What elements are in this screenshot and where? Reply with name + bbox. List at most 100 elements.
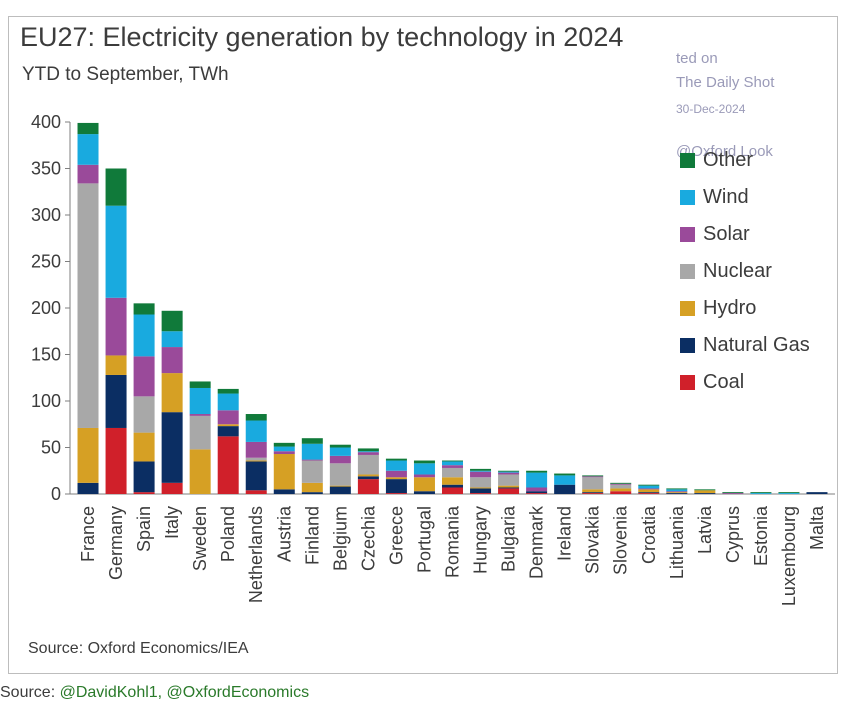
- legend-label: Natural Gas: [703, 334, 810, 356]
- bar-segment-solar: [357, 452, 379, 455]
- bar-segment-natural-gas: [385, 479, 407, 494]
- legend-item-hydro: Hydro: [680, 290, 810, 327]
- bar-segment-other: [610, 482, 632, 484]
- y-tick-label: 150: [31, 345, 61, 365]
- legend-swatch: [680, 375, 695, 390]
- x-tick-label: Italy: [162, 506, 182, 539]
- bar-segment-hydro: [442, 477, 463, 485]
- bar-segment-hydro: [413, 477, 435, 492]
- bar-segment-wind: [778, 493, 800, 494]
- bar-segment-other: [357, 448, 379, 452]
- bar-segment-natural-gas: [498, 487, 520, 489]
- bar-segment-solar: [329, 455, 351, 464]
- legend-swatch: [680, 301, 695, 316]
- bar-segment-solar: [610, 483, 632, 485]
- bar-segment-solar: [638, 488, 660, 490]
- legend-label: Other: [703, 149, 754, 171]
- bar-segment-coal: [638, 493, 660, 494]
- bar-segment-natural-gas: [413, 491, 435, 494]
- bar-segment-natural-gas: [442, 484, 463, 488]
- bar-segment-other: [105, 168, 127, 206]
- x-tick-label: Denmark: [527, 505, 547, 579]
- bar-segment-other: [470, 468, 492, 471]
- bar-segment-nuclear: [582, 477, 604, 490]
- bar-segment-natural-gas: [470, 488, 492, 494]
- bar-segment-coal: [582, 493, 604, 494]
- footer-links[interactable]: @DavidKohl1, @OxfordEconomics: [59, 684, 310, 701]
- x-tick-label: Netherlands: [246, 506, 266, 603]
- bar-segment-solar: [526, 487, 548, 492]
- x-tick-label: Finland: [302, 506, 322, 565]
- bar-segment-solar: [413, 474, 435, 478]
- bar-segment-nuclear: [610, 484, 632, 489]
- x-tick-label: Belgium: [330, 506, 350, 571]
- bar-segment-natural-gas: [273, 489, 295, 494]
- bar-segment-wind: [189, 387, 211, 415]
- bar-segment-hydro: [694, 490, 716, 494]
- bar-segment-coal: [105, 427, 127, 494]
- bar-segment-natural-gas: [161, 412, 183, 483]
- bar-segment-other: [582, 475, 604, 477]
- bar-segment-coal: [498, 488, 520, 494]
- bar-segment-other: [778, 492, 800, 494]
- x-tick-label: Slovakia: [583, 505, 603, 574]
- bar-segment-nuclear: [189, 415, 211, 450]
- legend-label: Wind: [703, 186, 749, 208]
- page-footer: Source: @DavidKohl1, @OxfordEconomics: [0, 684, 309, 702]
- bar-segment-solar: [470, 471, 492, 478]
- bar-segment-other: [413, 460, 435, 464]
- bar-segment-nuclear: [498, 474, 520, 486]
- y-tick-label: 50: [41, 438, 61, 458]
- legend-item-natural-gas: Natural Gas: [680, 327, 810, 364]
- x-tick-label: Malta: [807, 505, 827, 550]
- bar-segment-wind: [666, 489, 688, 492]
- y-tick-label: 250: [31, 252, 61, 272]
- bar-segment-hydro: [385, 477, 407, 480]
- x-tick-label: Poland: [218, 506, 238, 562]
- x-tick-label: Estonia: [751, 505, 771, 566]
- bar-segment-wind: [273, 446, 295, 452]
- bar-segment-hydro: [498, 485, 520, 488]
- bar-segment-other: [245, 414, 267, 421]
- y-tick-label: 400: [31, 112, 61, 132]
- chart-source: Source: Oxford Economics/IEA: [28, 640, 249, 657]
- bar-segment-wind: [442, 461, 463, 466]
- y-tick-label: 300: [31, 205, 61, 225]
- bar-segment-natural-gas: [554, 484, 576, 494]
- bar-segment-hydro: [329, 485, 351, 487]
- x-tick-label: Slovenia: [611, 505, 631, 575]
- bar-segment-hydro: [77, 427, 99, 483]
- bar-segment-hydro: [245, 460, 267, 462]
- y-tick-label: 100: [31, 391, 61, 411]
- bar-segment-wind: [750, 493, 772, 494]
- bar-segment-coal: [442, 487, 463, 494]
- bar-segment-hydro: [582, 489, 604, 493]
- y-tick-label: 200: [31, 298, 61, 318]
- x-tick-label: Hungary: [471, 506, 491, 574]
- bar-segment-coal: [217, 436, 239, 494]
- bar-segment-solar: [301, 459, 323, 461]
- bar-segment-solar: [189, 414, 211, 416]
- bar-segment-other: [273, 442, 295, 447]
- x-tick-label: Ireland: [555, 506, 575, 561]
- bar-segment-hydro: [638, 489, 660, 493]
- bar-segment-natural-gas: [217, 426, 239, 437]
- bar-segment-other: [694, 489, 716, 491]
- watermark-date: 30-Dec-2024: [676, 102, 746, 116]
- bar-segment-wind: [357, 451, 379, 453]
- bar-segment-nuclear: [470, 477, 492, 488]
- bar-segment-natural-gas: [638, 492, 660, 494]
- bar-segment-solar: [666, 491, 688, 493]
- x-tick-label: Cyprus: [723, 506, 743, 563]
- bar-segment-hydro: [273, 454, 295, 490]
- bar-segment-wind: [385, 460, 407, 471]
- bar-segment-other: [498, 470, 520, 472]
- bar-segment-wind: [245, 420, 267, 442]
- bar-segment-natural-gas: [105, 374, 127, 428]
- bar-segment-wind: [77, 134, 99, 165]
- x-tick-label: Romania: [443, 505, 463, 578]
- legend-label: Nuclear: [703, 260, 772, 282]
- bar-segment-hydro: [357, 474, 379, 477]
- footer-prefix: Source:: [0, 684, 60, 701]
- bar-segment-natural-gas: [694, 493, 716, 494]
